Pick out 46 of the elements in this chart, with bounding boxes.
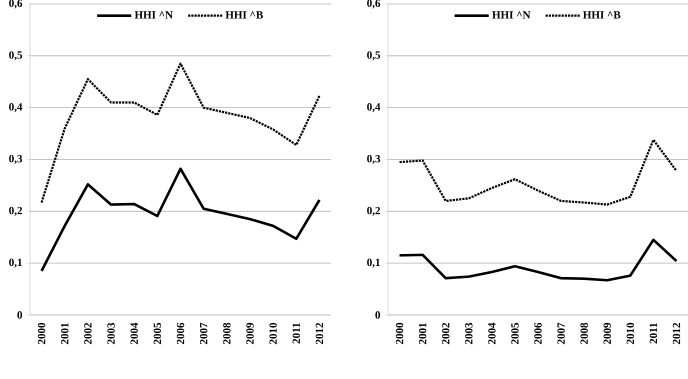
x-tick-label: 2009	[604, 322, 611, 344]
line-series	[398, 138, 678, 206]
x-tick-label: 2004	[130, 322, 138, 344]
y-tick-label: 0,3	[367, 154, 380, 164]
line-series	[40, 168, 321, 272]
y-tick-label: 0,2	[367, 206, 380, 216]
y-tick-label: 0,4	[367, 103, 380, 112]
x-tick-label: 2005	[154, 322, 162, 344]
y-tick-label: 0,5	[9, 51, 22, 60]
x-tick-label: 2005	[511, 322, 519, 344]
y-tick-label: 0	[17, 311, 22, 319]
x-tick-label: 2012	[316, 323, 324, 344]
x-tick-label: 2000	[396, 322, 404, 344]
y-tick-label: 0,5	[367, 51, 380, 60]
x-tick-label: 2008	[580, 322, 588, 344]
x-tick-label: 2010	[626, 322, 634, 344]
y-tick-label: 0,4	[9, 103, 22, 112]
x-tick-label: 2002	[84, 323, 92, 344]
x-tick-label: 2011	[650, 323, 658, 344]
x-tick-label: 2003	[107, 322, 115, 344]
x-tick-label: 2006	[176, 322, 184, 344]
x-tick-label: 2007	[200, 322, 208, 344]
line-series	[398, 238, 678, 282]
legend-label: HHI ^B	[226, 11, 263, 19]
y-tick-label: 0,1	[9, 258, 22, 268]
x-tick-label: 2011	[292, 323, 300, 344]
x-tick-label: 2012	[672, 323, 680, 344]
x-tick-label: 2001	[61, 323, 68, 344]
legend-label: HHI ^N	[492, 11, 530, 19]
x-tick-label: 2007	[557, 322, 565, 344]
x-tick-label: 2003	[465, 322, 472, 344]
line-series	[40, 62, 321, 204]
x-tick-label: 2002	[442, 323, 450, 344]
x-tick-label: 2004	[488, 322, 496, 344]
x-tick-label: 2010	[269, 322, 277, 344]
y-tick-label: 0,2	[9, 206, 22, 216]
legend-label: HHI ^B	[583, 11, 620, 19]
x-tick-label: 2001	[418, 323, 426, 344]
x-tick-label: 2000	[38, 322, 46, 344]
legend-label: HHI ^N	[134, 11, 173, 19]
x-tick-label: 2006	[534, 322, 542, 344]
x-tick-label: 2008	[223, 322, 231, 344]
x-tick-label: 2009	[246, 322, 254, 344]
y-tick-label: 0	[375, 311, 380, 319]
y-tick-label: 0,1	[367, 258, 380, 268]
y-tick-label: 0,3	[9, 154, 22, 164]
